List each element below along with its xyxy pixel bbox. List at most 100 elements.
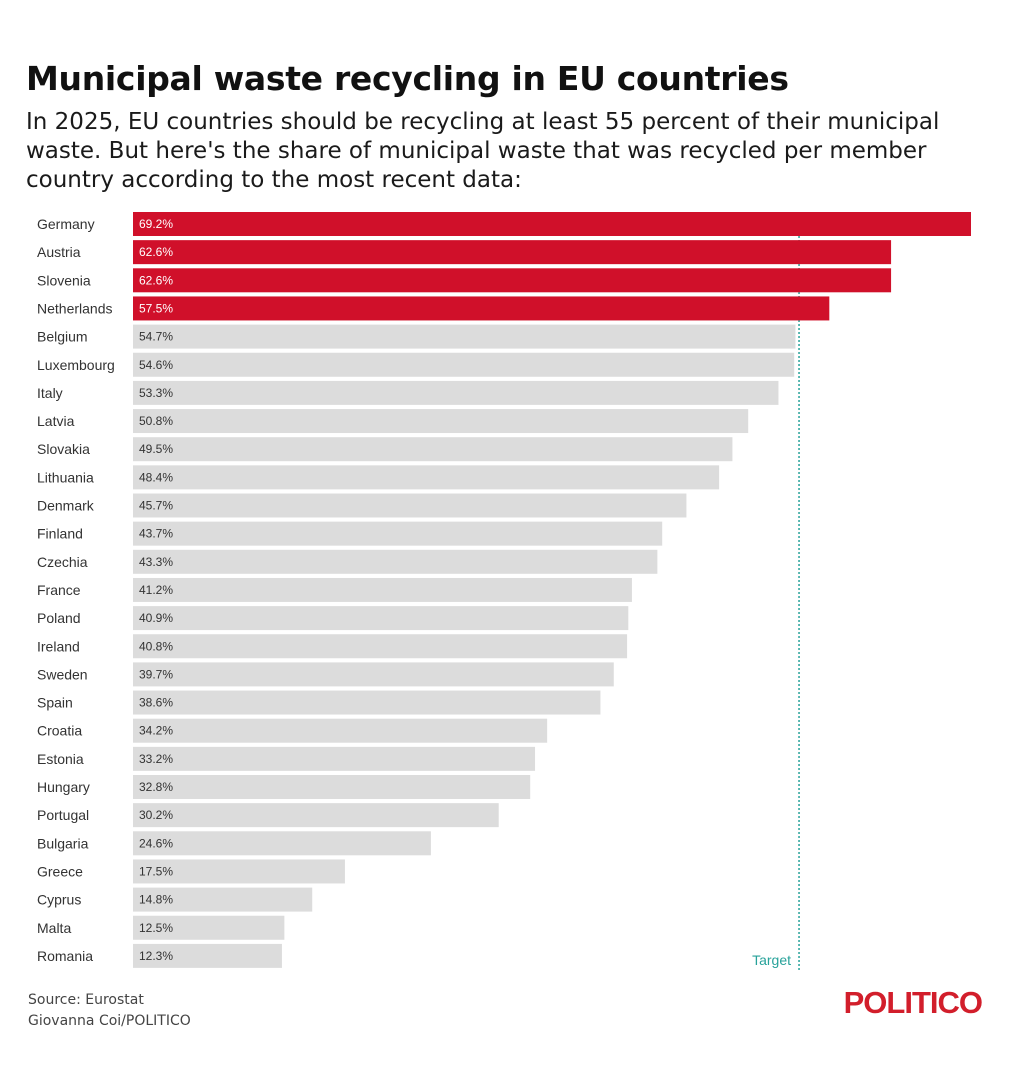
country-label: Austria xyxy=(37,244,81,260)
bar-row: Finland 43.7% xyxy=(37,521,663,546)
value-label: 62.6% xyxy=(139,273,173,287)
country-label: Finland xyxy=(37,526,83,542)
value-label: 40.9% xyxy=(139,611,173,625)
bar-row: Poland 40.9% xyxy=(37,606,629,631)
bar-row: Greece 17.5% xyxy=(37,859,345,884)
country-label: Belgium xyxy=(37,329,88,345)
bar xyxy=(133,409,749,434)
value-label: 57.5% xyxy=(139,301,173,315)
bar xyxy=(133,915,285,940)
value-label: 54.6% xyxy=(139,358,173,372)
value-label: 17.5% xyxy=(139,864,173,878)
country-label: Slovakia xyxy=(37,441,90,457)
country-label: Malta xyxy=(37,920,71,936)
country-label: Greece xyxy=(37,863,83,879)
bar xyxy=(133,324,796,349)
bar-row: Croatia 34.2% xyxy=(37,718,548,743)
country-label: Italy xyxy=(37,385,63,401)
country-label: Lithuania xyxy=(37,469,94,485)
bar-row: Portugal 30.2% xyxy=(37,803,499,828)
bar-rows: Germany 69.2% Austria 62.6% Slovenia 62.6% Net… xyxy=(37,212,971,968)
bar-row: Spain 38.6% xyxy=(37,690,601,715)
bar-row: Latvia 50.8% xyxy=(37,409,749,434)
country-label: Bulgaria xyxy=(37,835,89,851)
country-label: Spain xyxy=(37,695,73,711)
bar xyxy=(133,634,628,659)
bar xyxy=(133,268,892,293)
country-label: Hungary xyxy=(37,779,90,795)
bar-row: Netherlands 57.5% xyxy=(37,296,830,321)
bar-row: Slovakia 49.5% xyxy=(37,437,733,462)
target-marker: Target xyxy=(752,212,800,972)
chart-title: Municipal waste recycling in EU countrie… xyxy=(26,59,789,98)
value-label: 43.3% xyxy=(139,555,173,569)
value-label: 62.6% xyxy=(139,245,173,259)
bar-row: Belgium 54.7% xyxy=(37,324,796,349)
country-label: Germany xyxy=(37,216,95,232)
bar xyxy=(133,577,632,602)
bar-row: Luxembourg 54.6% xyxy=(37,352,795,377)
country-label: Poland xyxy=(37,610,81,626)
bar xyxy=(133,465,720,490)
bar xyxy=(133,352,795,377)
bar-row: Lithuania 48.4% xyxy=(37,465,720,490)
bar-row: Sweden 39.7% xyxy=(37,662,614,687)
bar-row: Hungary 32.8% xyxy=(37,775,531,799)
bar xyxy=(133,662,614,687)
value-label: 69.2% xyxy=(139,217,173,231)
bar xyxy=(133,775,531,799)
country-label: Denmark xyxy=(37,498,95,514)
country-label: Netherlands xyxy=(37,300,113,316)
bar-row: Czechia 43.3% xyxy=(37,549,658,574)
country-label: Cyprus xyxy=(37,892,81,908)
value-label: 14.8% xyxy=(139,893,173,907)
bar xyxy=(133,493,687,518)
source-text: Source: Eurostat xyxy=(28,992,144,1008)
bar xyxy=(133,718,548,743)
value-label: 30.2% xyxy=(139,808,173,822)
bar-row: Romania 12.3% xyxy=(37,943,282,968)
country-label: France xyxy=(37,582,81,598)
bar xyxy=(133,549,658,574)
value-label: 33.2% xyxy=(139,752,173,766)
bar-row: Germany 69.2% xyxy=(37,212,971,236)
country-label: Czechia xyxy=(37,554,88,570)
country-label: Sweden xyxy=(37,666,88,682)
value-label: 54.7% xyxy=(139,330,173,344)
bar xyxy=(133,943,282,968)
country-label: Portugal xyxy=(37,807,89,823)
bar-row: Bulgaria 24.6% xyxy=(37,831,431,856)
value-label: 50.8% xyxy=(139,414,173,428)
country-label: Ireland xyxy=(37,638,80,654)
bar-row: Malta 12.5% xyxy=(37,915,285,940)
bar xyxy=(133,887,313,912)
country-label: Luxembourg xyxy=(37,357,115,373)
source-credit: Source: Eurostat Giovanna Coi/POLITICO xyxy=(28,990,191,1032)
bar xyxy=(133,437,733,462)
bar xyxy=(133,296,830,321)
bar xyxy=(133,746,536,771)
bar xyxy=(133,212,971,236)
value-label: 41.2% xyxy=(139,583,173,597)
value-label: 43.7% xyxy=(139,527,173,541)
bar-row: France 41.2% xyxy=(37,577,632,602)
country-label: Slovenia xyxy=(37,272,91,288)
bar-row: Slovenia 62.6% xyxy=(37,268,892,293)
value-label: 40.8% xyxy=(139,639,173,653)
bar-row: Denmark 45.7% xyxy=(37,493,687,518)
value-label: 49.5% xyxy=(139,442,173,456)
country-label: Estonia xyxy=(37,751,84,767)
value-label: 38.6% xyxy=(139,696,173,710)
politico-logo: POLITICO xyxy=(843,985,983,1020)
credit-text: Giovanna Coi/POLITICO xyxy=(28,1013,191,1029)
bar-row: Cyprus 14.8% xyxy=(37,887,313,912)
value-label: 12.5% xyxy=(139,921,173,935)
value-label: 53.3% xyxy=(139,386,173,400)
bar-row: Estonia 33.2% xyxy=(37,746,536,771)
bar xyxy=(133,859,345,884)
target-label: Target xyxy=(752,952,791,968)
bar-row: Italy 53.3% xyxy=(37,380,779,405)
bar xyxy=(133,803,499,828)
bar xyxy=(133,380,779,405)
